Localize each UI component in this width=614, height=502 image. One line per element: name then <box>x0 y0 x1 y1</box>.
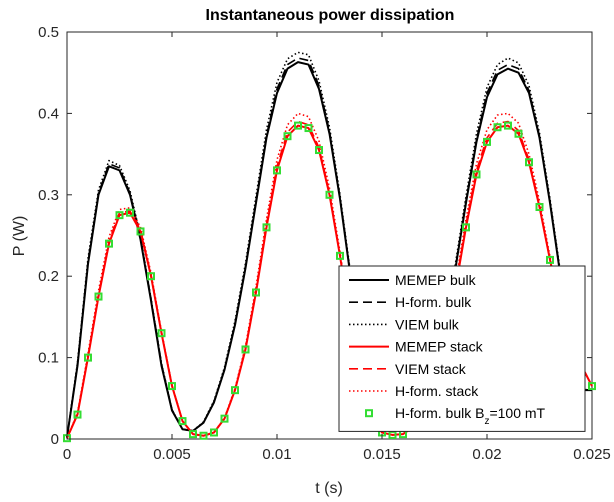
y-tick-label: 0.2 <box>38 268 59 285</box>
y-tick-label: 0.5 <box>38 24 59 41</box>
x-tick-label: 0.01 <box>262 446 291 463</box>
x-tick-label: 0.015 <box>363 446 401 463</box>
x-axis-label: t (s) <box>315 480 343 497</box>
y-tick-label: 0.1 <box>38 350 59 367</box>
x-tick-label: 0 <box>63 446 71 463</box>
x-tick-label: 0.005 <box>153 446 191 463</box>
legend: MEMEP bulk H-form. bulk VIEM bulk MEMEP sta… <box>339 266 585 431</box>
chart-title: Instantaneous power dissipation <box>206 7 455 24</box>
y-tick-label: 0.4 <box>38 105 59 122</box>
y-tick-label: 0.3 <box>38 187 59 204</box>
y-tick-label: 0 <box>51 431 59 448</box>
y-axis-label: P (W) <box>11 216 28 257</box>
x-tick-label: 0.02 <box>472 446 501 463</box>
x-tick-label: 0.025 <box>573 446 611 463</box>
legend-label-memep-bulk: MEMEP bulk <box>395 272 477 288</box>
legend-label-h-form-bulk: H-form. bulk <box>395 294 472 310</box>
legend-label-viem-stack: VIEM stack <box>395 361 467 377</box>
legend-label-memep-stack: MEMEP stack <box>395 339 484 355</box>
legend-label-h-form-stack: H-form. stack <box>395 383 479 399</box>
legend-label-viem-bulk: VIEM bulk <box>395 316 460 332</box>
